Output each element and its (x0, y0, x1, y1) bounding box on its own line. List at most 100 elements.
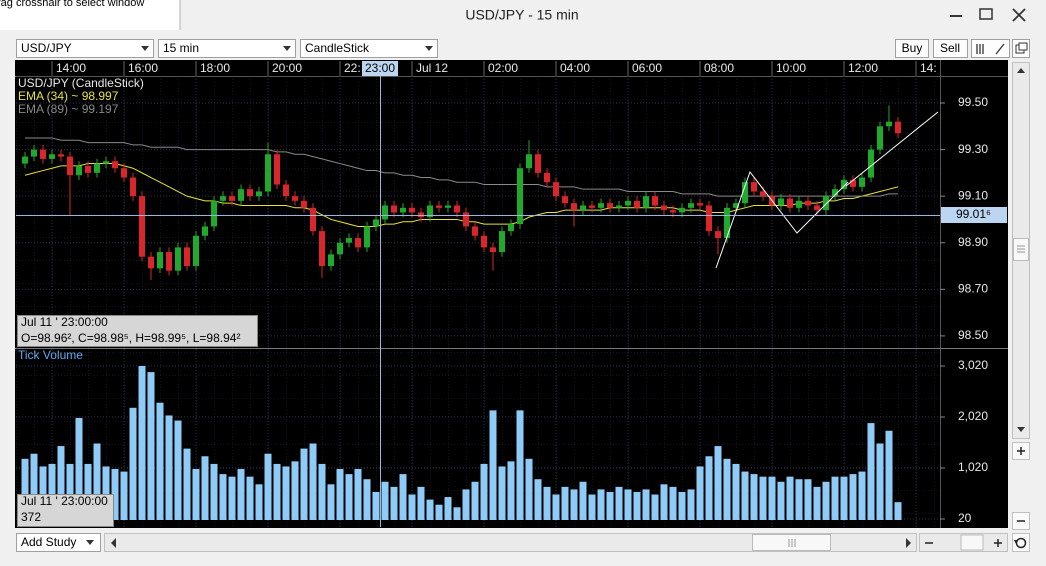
candle-body (247, 189, 253, 197)
hint-bg (0, 0, 180, 30)
volume-bar (552, 494, 560, 521)
add-study-dropdown[interactable]: Add Study (16, 533, 101, 552)
candle-body (742, 182, 748, 204)
candle-body (139, 196, 145, 257)
candle-body (328, 254, 334, 267)
volume-bar (246, 476, 254, 521)
volume-bar (597, 489, 605, 521)
chart-title: Tick Volume (18, 348, 83, 362)
candle-body (670, 210, 676, 213)
volume-bar (678, 491, 686, 521)
candle-body (499, 231, 505, 253)
candle-body (427, 205, 433, 218)
candle-body (661, 205, 667, 211)
candle-body (337, 242, 343, 255)
volume-bar (687, 489, 695, 521)
volume-bar (741, 471, 749, 521)
window-title: USD/JPY - 15 min (465, 7, 578, 23)
candle-body (571, 203, 577, 211)
y-tick-label: 99.30 (958, 142, 988, 156)
candle-body (220, 196, 226, 201)
candle-body (679, 207, 685, 213)
candle-body (625, 200, 631, 206)
volume-bar (786, 476, 794, 521)
charttype-dropdown[interactable]: CandleStick (300, 39, 438, 58)
volume-bar (822, 481, 830, 521)
detach-button[interactable] (1012, 39, 1030, 58)
x-tick-label: 06:00 (632, 61, 662, 75)
draw-tools-button[interactable] (971, 39, 1010, 58)
volume-bar (831, 476, 839, 521)
zoom-out-button[interactable] (1012, 512, 1030, 530)
volume-bar (606, 491, 614, 521)
tooltip-time: Jul 11 ' 23:00:00 (21, 315, 108, 329)
candle-body (193, 235, 199, 267)
horizontal-scrollbar[interactable] (104, 533, 917, 552)
refresh-button[interactable] (1012, 533, 1030, 552)
close-button[interactable] (1012, 8, 1026, 22)
volume-bar (705, 456, 713, 521)
candle-body (607, 203, 613, 208)
volume-bar (210, 463, 218, 521)
buy-button[interactable]: Buy (895, 39, 929, 58)
volume-bar (543, 486, 551, 521)
volume-bar (138, 365, 146, 521)
volume-bar (363, 479, 371, 521)
volume-bar (804, 479, 812, 521)
volume-bar (579, 481, 587, 521)
volume-bar (642, 489, 650, 521)
x-tick-label: 22: (344, 61, 361, 75)
candle-body (94, 163, 100, 173)
zoom-in-button[interactable] (1012, 442, 1030, 460)
volume-bar (237, 469, 245, 521)
volume-bar (453, 507, 461, 521)
candle-body (634, 200, 640, 208)
tooltip-volume: 372 (21, 510, 41, 524)
candle-body (814, 205, 820, 211)
y-tick-label: 98.70 (958, 281, 988, 295)
volume-bar (282, 466, 290, 521)
volume-bar (723, 458, 731, 521)
plot: 98.50 98.70 98.90 99.10 99.30 99.50 14:00 16:00… (16, 61, 988, 527)
interval-dropdown[interactable]: 15 min (158, 39, 296, 58)
volume-bar (471, 481, 479, 521)
volume-bar (66, 463, 74, 521)
candle-body (238, 189, 244, 201)
y-tick-label: 99.10 (958, 188, 988, 202)
candle-body (751, 182, 757, 192)
sell-button[interactable]: Sell (933, 39, 968, 58)
candle-body (202, 226, 208, 236)
crosshair-price: 99.01⁶ (956, 207, 991, 221)
legend-entry: EMA (34) ~ 98.997 (18, 89, 119, 103)
zoom-slider[interactable] (919, 533, 1008, 552)
volume-bar (381, 481, 389, 521)
candle-body (859, 177, 865, 187)
volume-bar (849, 474, 857, 521)
candle-body (481, 235, 487, 248)
candle-body (778, 198, 784, 206)
candle-body (715, 231, 721, 239)
x-tick-label: 08:00 (704, 61, 734, 75)
candle-body (103, 161, 109, 164)
candle-body (706, 205, 712, 232)
volume-bar (633, 491, 641, 521)
vertical-scrollbar[interactable] (1012, 62, 1030, 439)
volume-bar (885, 430, 893, 521)
grid-pattern (16, 76, 940, 527)
candle-body (553, 182, 559, 197)
volume-bar (525, 458, 533, 521)
symbol-dropdown[interactable]: USD/JPY (16, 39, 154, 58)
maximize-button[interactable] (979, 8, 993, 20)
interval-text: 15 min (163, 41, 199, 55)
candle-body (508, 224, 514, 232)
candle-body (112, 161, 118, 169)
volume-bar (624, 489, 632, 521)
volume-bar (840, 476, 848, 521)
candle-body (130, 177, 136, 197)
x-tick-label: 02:00 (488, 61, 518, 75)
volume-bar (327, 484, 335, 521)
candle-body (589, 205, 595, 208)
candle-body (58, 154, 64, 157)
volume-bar (372, 491, 380, 521)
